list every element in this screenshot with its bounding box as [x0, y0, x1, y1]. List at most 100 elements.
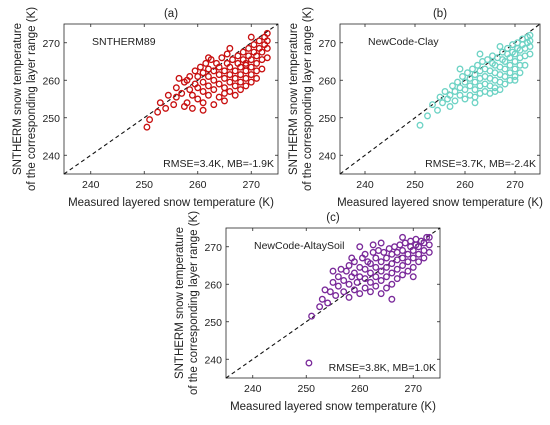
data-point — [367, 269, 374, 277]
data-point — [511, 50, 519, 58]
data-point — [399, 271, 406, 279]
data-point — [263, 37, 271, 45]
data-point — [409, 273, 417, 281]
data-point — [501, 65, 509, 73]
data-point — [345, 262, 353, 269]
y-tick-label: 270 — [318, 38, 336, 50]
data-point — [377, 258, 385, 266]
data-point — [231, 67, 239, 75]
y-axis-label: SNTHERM snow temperature of the correspon… — [174, 211, 200, 395]
data-point — [496, 43, 504, 50]
data-point — [263, 29, 271, 37]
data-point — [372, 273, 380, 281]
data-point — [162, 104, 170, 112]
data-point — [247, 71, 255, 79]
y-tick-label: 240 — [42, 150, 60, 162]
data-point — [446, 103, 454, 110]
data-point — [424, 112, 431, 120]
data-point — [226, 71, 234, 79]
x-axis-label: Measured layered snow temperature (K) — [68, 197, 274, 209]
data-point — [316, 303, 324, 311]
data-point — [511, 76, 519, 84]
data-point — [324, 299, 332, 307]
data-point — [255, 37, 263, 45]
y-tick-label: 260 — [42, 75, 60, 87]
data-point — [383, 263, 390, 271]
data-point — [383, 273, 390, 281]
data-point — [258, 48, 266, 56]
y-tick-label: 270 — [42, 38, 60, 50]
data-point — [170, 101, 178, 109]
data-point — [361, 284, 369, 292]
data-point — [388, 295, 396, 303]
data-point — [372, 263, 380, 271]
panel-label: (b) — [433, 8, 447, 20]
data-point — [204, 82, 212, 90]
data-point — [471, 99, 479, 107]
data-point — [253, 74, 261, 82]
data-point — [146, 116, 154, 124]
x-tick-label: 240 — [356, 179, 374, 191]
panel-label: (c) — [326, 212, 340, 224]
data-point — [377, 277, 385, 284]
data-point — [511, 73, 519, 80]
data-point — [393, 265, 401, 273]
data-point — [409, 254, 417, 262]
scatter-panel-2: 240 250 260 270 240 250 260 270 NewCode-Clay RMSE… — [288, 7, 543, 209]
data-point — [204, 73, 212, 80]
data-point — [223, 50, 231, 58]
data-point — [263, 54, 271, 62]
data-point — [350, 286, 358, 294]
data-point — [471, 78, 479, 86]
data-point — [464, 69, 471, 77]
data-point — [377, 290, 385, 298]
data-point — [237, 71, 244, 79]
data-point — [199, 88, 207, 95]
data-point — [471, 86, 479, 94]
data-point — [451, 97, 459, 105]
data-point — [356, 290, 364, 298]
data-point — [415, 243, 423, 251]
data-point — [199, 78, 207, 86]
data-point — [404, 258, 412, 266]
y-tick-label: 270 — [204, 242, 222, 254]
data-point — [511, 65, 519, 73]
data-point — [425, 241, 433, 249]
data-point — [436, 93, 444, 101]
data-point — [516, 69, 524, 77]
data-point — [466, 82, 474, 90]
y-axis-label-line: SNTHERM snow temperature — [174, 227, 186, 379]
x-tick-label: 250 — [406, 179, 424, 191]
data-point — [476, 50, 484, 58]
data-point — [226, 44, 234, 52]
data-point — [388, 269, 396, 277]
data-point — [196, 63, 204, 71]
data-point — [253, 52, 261, 60]
data-point — [446, 91, 454, 99]
y-tick-label: 260 — [204, 279, 222, 291]
data-point — [221, 74, 228, 82]
x-tick-label: 270 — [506, 179, 524, 191]
data-point — [191, 67, 199, 75]
plot-frame — [339, 23, 541, 175]
data-point — [466, 74, 474, 82]
data-point — [471, 71, 479, 79]
data-point — [215, 63, 223, 71]
y-axis-label-line: of the corresponding layer range (K) — [26, 7, 38, 191]
data-point — [461, 95, 469, 103]
data-point — [263, 44, 271, 52]
data-point — [353, 278, 361, 286]
y-axis-label-line: of the corresponding layer range (K) — [302, 7, 314, 191]
data-point — [372, 254, 380, 262]
data-point — [491, 88, 499, 95]
data-point — [454, 78, 461, 86]
data-point — [451, 88, 459, 95]
stats-label: RMSE=3.8K, MB=1.0K — [329, 362, 436, 374]
data-point — [231, 82, 239, 90]
stats-label: RMSE=3.4K, MB=-1.9K — [163, 158, 274, 170]
x-tick-label: 260 — [456, 179, 474, 191]
data-point — [172, 84, 180, 92]
data-point — [506, 54, 514, 62]
y-tick-label: 240 — [204, 354, 222, 366]
data-point — [399, 233, 406, 241]
